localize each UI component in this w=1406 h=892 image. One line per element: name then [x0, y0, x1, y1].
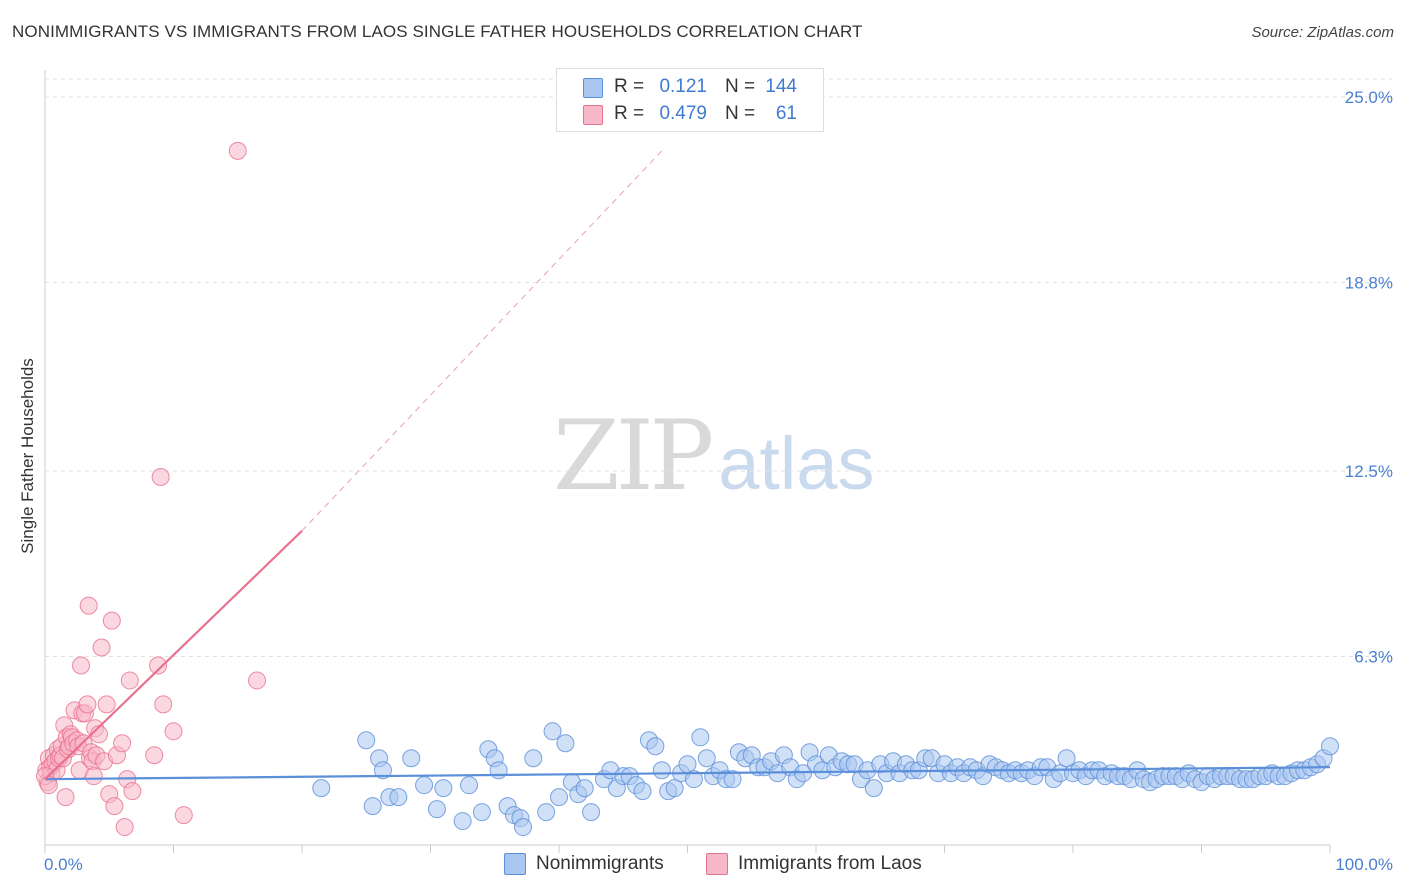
- point-nonimmigrants: [427, 800, 446, 819]
- legend-r-value: 0.121: [659, 76, 707, 97]
- point-nonimmigrants: [646, 737, 665, 756]
- point-laos: [228, 141, 247, 160]
- point-laos: [120, 671, 139, 690]
- legend-swatch-nonimmigrants: [583, 78, 603, 98]
- legend-r-label: R =: [614, 103, 645, 124]
- legend-swatch-laos: [583, 105, 603, 125]
- point-laos: [149, 656, 168, 675]
- legend-swatch-laos: [706, 853, 728, 875]
- point-laos: [113, 734, 132, 753]
- point-laos: [105, 797, 124, 816]
- point-nonimmigrants: [453, 812, 472, 831]
- point-laos: [164, 722, 183, 741]
- point-nonimmigrants: [582, 803, 601, 822]
- point-nonimmigrants: [434, 779, 453, 798]
- legend-swatch-nonimmigrants: [504, 853, 526, 875]
- point-nonimmigrants: [697, 749, 716, 768]
- point-nonimmigrants: [864, 779, 883, 798]
- y-tick-label: 18.8%: [1345, 274, 1393, 293]
- legend-r-value: 0.479: [659, 103, 707, 124]
- point-nonimmigrants: [665, 779, 684, 798]
- point-nonimmigrants: [633, 782, 652, 801]
- point-nonimmigrants: [524, 749, 543, 768]
- point-nonimmigrants: [556, 734, 575, 753]
- point-nonimmigrants: [312, 779, 331, 798]
- point-nonimmigrants: [678, 755, 697, 774]
- correlation-legend: R = 0.121 N = 144 R = 0.479 N = 61: [556, 68, 824, 132]
- y-tick-label: 12.5%: [1345, 462, 1393, 481]
- point-nonimmigrants: [575, 779, 594, 798]
- legend-row-laos: R = 0.479 N = 61: [557, 101, 823, 127]
- point-nonimmigrants: [357, 731, 376, 750]
- series-legend: Nonimmigrants Immigrants from Laos: [0, 850, 1406, 880]
- legend-n-label: N =: [725, 76, 756, 97]
- watermark-zip: ZIP: [553, 400, 714, 512]
- x-tick-label: 100.0%: [1335, 855, 1393, 874]
- point-nonimmigrants: [363, 797, 382, 816]
- point-laos: [97, 695, 116, 714]
- point-nonimmigrants: [537, 803, 556, 822]
- point-nonimmigrants: [723, 770, 742, 789]
- point-nonimmigrants: [415, 776, 434, 795]
- point-laos: [71, 656, 90, 675]
- point-laos: [84, 767, 103, 786]
- point-laos: [56, 788, 75, 807]
- point-nonimmigrants: [684, 770, 703, 789]
- trend-line-laos: [44, 530, 303, 780]
- point-nonimmigrants: [389, 788, 408, 807]
- point-laos: [78, 695, 97, 714]
- chart-title: NONIMMIGRANTS VS IMMIGRANTS FROM LAOS SI…: [12, 22, 863, 41]
- point-laos: [123, 782, 142, 801]
- watermark-atlas: atlas: [718, 422, 875, 505]
- point-laos: [92, 638, 111, 657]
- point-nonimmigrants: [489, 761, 508, 780]
- point-laos: [145, 746, 164, 765]
- legend-n-value: 61: [775, 103, 797, 124]
- point-nonimmigrants: [514, 818, 533, 837]
- y-tick-label: 6.3%: [1354, 648, 1393, 667]
- point-nonimmigrants: [691, 728, 710, 747]
- watermark: ZIP atlas: [553, 400, 875, 512]
- point-laos: [79, 596, 98, 615]
- trend-extension-laos: [301, 150, 663, 532]
- point-nonimmigrants: [543, 722, 562, 741]
- legend-label-nonimmigrants: Nonimmigrants: [536, 853, 664, 874]
- point-laos: [154, 695, 173, 714]
- point-laos: [248, 671, 267, 690]
- legend-row-nonimmigrants: R = 0.121 N = 144: [557, 74, 823, 100]
- point-nonimmigrants: [550, 788, 568, 807]
- point-laos: [102, 611, 121, 630]
- point-laos: [115, 818, 134, 837]
- legend-label-laos: Immigrants from Laos: [738, 853, 922, 874]
- legend-n-label: N =: [725, 103, 756, 124]
- y-tick-label: 25.0%: [1345, 88, 1393, 107]
- point-nonimmigrants: [373, 761, 392, 780]
- point-nonimmigrants: [472, 803, 491, 822]
- legend-n-value: 144: [765, 76, 797, 97]
- point-nonimmigrants: [652, 761, 671, 780]
- point-nonimmigrants: [402, 749, 421, 768]
- point-nonimmigrants: [1321, 737, 1339, 756]
- x-tick-label: 0.0%: [44, 855, 83, 874]
- trend-line-nonimmigrants: [44, 766, 1331, 781]
- point-nonimmigrants: [1057, 749, 1076, 768]
- point-laos: [174, 806, 193, 825]
- legend-r-label: R =: [614, 76, 645, 97]
- source-label: Source: ZipAtlas.com: [1251, 24, 1394, 41]
- point-nonimmigrants: [460, 776, 479, 795]
- point-laos: [151, 467, 170, 486]
